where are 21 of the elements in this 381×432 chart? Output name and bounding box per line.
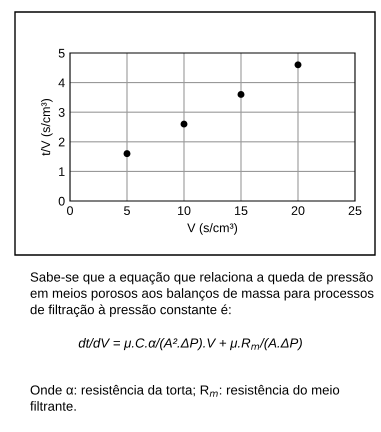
- text: Sabe-se que a equação que relaciona a queda de pressão em meios porosos aos balanços de massa para processos de filtração à pressão constante é:: [30, 272, 374, 317]
- point: [180, 120, 188, 128]
- x-tick-label: 5: [124, 206, 130, 216]
- point: [294, 61, 302, 68]
- point: [124, 150, 130, 158]
- x-tick-label: 15: [235, 206, 248, 216]
- y-tick-label: 1: [59, 167, 65, 176]
- x-tick-label: 0: [67, 206, 73, 216]
- y-tick-label: 3: [58, 108, 65, 117]
- x-tick-label: 10: [178, 206, 190, 216]
- x-axis-title: V (s/cm³): [187, 223, 238, 235]
- y-tick-label: 0: [58, 196, 65, 206]
- y-axis-title: t/V (s/cm³): [40, 98, 53, 156]
- x-tick-label: 20: [292, 206, 304, 216]
- point: [238, 90, 244, 98]
- x-tick-label: 25: [348, 206, 362, 216]
- text: Onde α: resistência da torta; R$_{m}$: resistência do meio filtrante.: [30, 384, 340, 411]
- y-tick-label: 4: [58, 78, 65, 88]
- y-tick-label: 5: [58, 48, 65, 58]
- text: dt/dV = μ.C.α/(A².ΔP).V + μ.R$_{m}$/(A.ΔP): [78, 338, 302, 350]
- y-tick-label: 2: [58, 138, 65, 146]
